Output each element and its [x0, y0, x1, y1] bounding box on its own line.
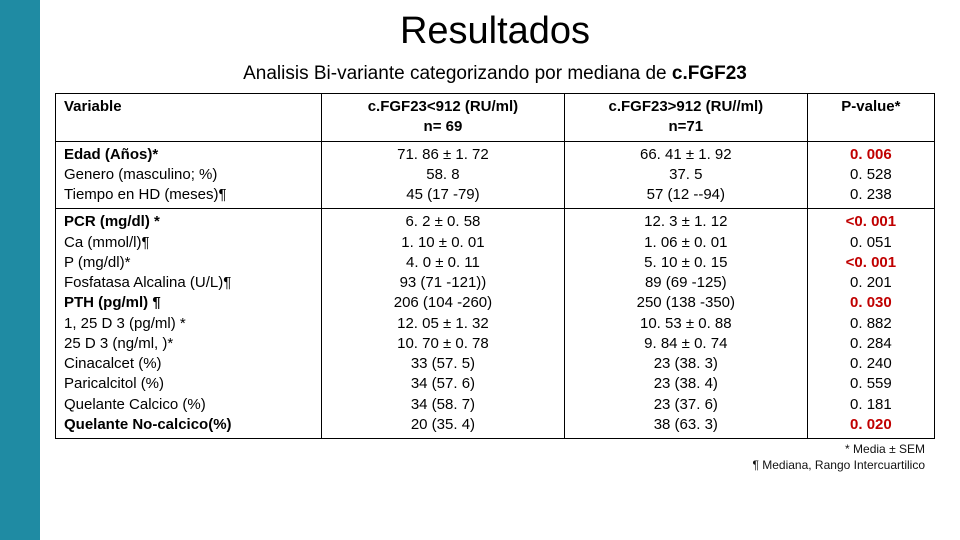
subtitle-text: Analisis Bi-variante categorizando por m…: [243, 63, 672, 84]
col-header-group2: c.FGF23>912 (RU//ml) n=71: [564, 94, 807, 142]
table-row: Edad (Años)* Genero (masculino; %) Tiemp…: [56, 141, 935, 209]
table-row: PCR (mg/dl) * Ca (mmol/l)¶ P (mg/dl)* Fo…: [56, 209, 935, 439]
cell-p-block2: <0. 001 0. 051 <0. 001 0. 201 0. 030 0. …: [807, 209, 934, 439]
subtitle: Analisis Bi-variante categorizando por m…: [55, 63, 935, 85]
results-table: Variable c.FGF23<912 (RU/ml) n= 69 c.FGF…: [55, 93, 935, 439]
table-header-row: Variable c.FGF23<912 (RU/ml) n= 69 c.FGF…: [56, 94, 935, 142]
footnote-line-1: * Media ± SEM: [55, 442, 925, 458]
col-header-group1-line2: n= 69: [330, 117, 556, 137]
subtitle-highlight: c.FGF23: [672, 63, 747, 84]
col-header-pvalue: P-value*: [807, 94, 934, 142]
cell-g1-block2: 6. 2 ± 0. 58 1. 10 ± 0. 01 4. 0 ± 0. 11 …: [322, 209, 565, 439]
table-footnote: * Media ± SEM ¶ Mediana, Rango Intercuar…: [55, 442, 935, 473]
cell-p-block1: 0. 006 0. 528 0. 238: [807, 141, 934, 209]
col-header-variable: Variable: [56, 94, 322, 142]
accent-bar: [0, 0, 40, 540]
col-header-group1: c.FGF23<912 (RU/ml) n= 69: [322, 94, 565, 142]
cell-g2-block2: 12. 3 ± 1. 12 1. 06 ± 0. 01 5. 10 ± 0. 1…: [564, 209, 807, 439]
footnote-line-2: ¶ Mediana, Rango Intercuartilico: [55, 458, 925, 474]
cell-g2-block1: 66. 41 ± 1. 92 37. 5 57 (12 --94): [564, 141, 807, 209]
slide-content: Resultados Analisis Bi-variante categori…: [55, 10, 935, 473]
col-header-group1-line1: c.FGF23<912 (RU/ml): [330, 97, 556, 117]
col-header-group2-line2: n=71: [573, 117, 799, 137]
cell-variables-block2: PCR (mg/dl) * Ca (mmol/l)¶ P (mg/dl)* Fo…: [56, 209, 322, 439]
cell-variables-block1: Edad (Años)* Genero (masculino; %) Tiemp…: [56, 141, 322, 209]
page-title: Resultados: [55, 10, 935, 53]
col-header-group2-line1: c.FGF23>912 (RU//ml): [573, 97, 799, 117]
cell-g1-block1: 71. 86 ± 1. 72 58. 8 45 (17 -79): [322, 141, 565, 209]
